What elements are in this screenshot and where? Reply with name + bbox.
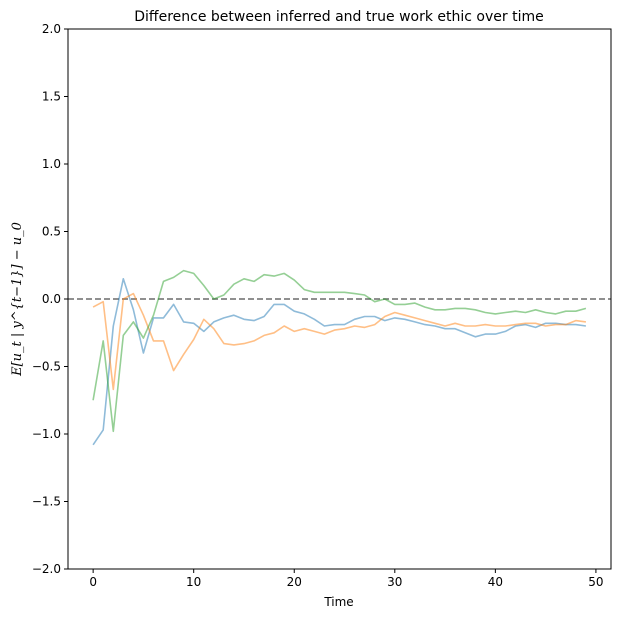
x-axis-ticks: 0 10 20 30 40 50 [89, 569, 604, 589]
chart-title: Difference between inferred and true wor… [134, 9, 543, 25]
x-tick-label: 50 [588, 575, 603, 589]
x-tick-label: 30 [387, 575, 402, 589]
y-tick-label: −1.0 [32, 427, 61, 441]
series-line-3 [92, 269, 587, 433]
y-axis-label: E[u_t | y^{t−1}] − u_0 [10, 222, 25, 377]
series-group [92, 269, 587, 446]
y-tick-label: −1.5 [32, 495, 61, 509]
y-tick-label: 2.0 [42, 22, 61, 36]
y-axis-ticks: −2.0 −1.5 −1.0 −0.5 0.0 0.5 1.0 1.5 2.0 [32, 22, 68, 576]
y-tick-label: −2.0 [32, 562, 61, 576]
series-line-2 [92, 292, 587, 391]
y-tick-label: 0.0 [42, 292, 61, 306]
x-axis-label: Time [323, 595, 353, 609]
y-tick-label: 1.0 [42, 157, 61, 171]
x-tick-label: 40 [488, 575, 503, 589]
y-tick-label: −0.5 [32, 360, 61, 374]
y-tick-label: 1.5 [42, 90, 61, 104]
x-tick-label: 10 [186, 575, 201, 589]
x-tick-label: 0 [89, 575, 97, 589]
x-tick-label: 20 [287, 575, 302, 589]
y-tick-label: 0.5 [42, 225, 61, 239]
plot-frame [67, 28, 612, 570]
series-line-1 [92, 277, 587, 446]
